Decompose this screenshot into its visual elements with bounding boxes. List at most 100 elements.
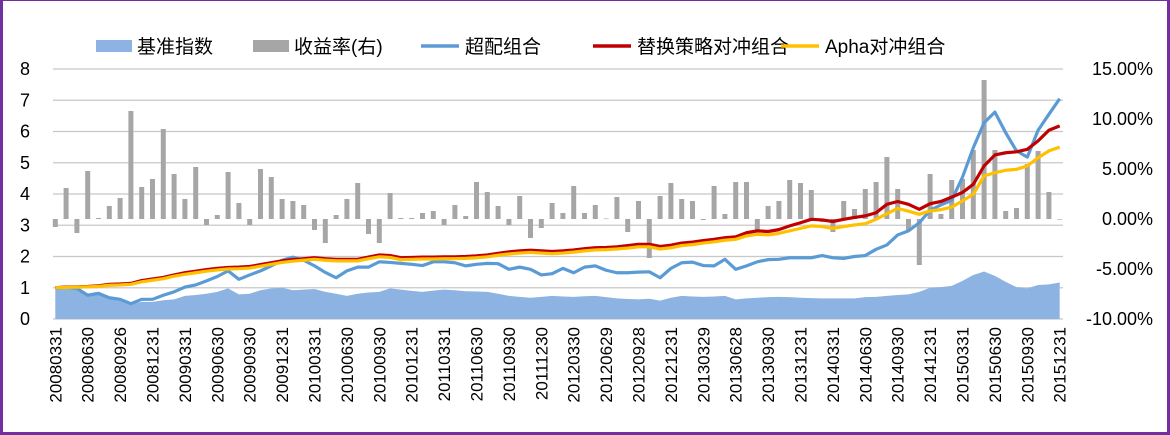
x-tick-label: 20100331: [306, 327, 325, 403]
chart-svg: 0 1 2 3 4 5 6 7 8 -10.00% -5.00% 0.00% 5.00% 10.00% 1…: [20, 36, 1153, 403]
x-tick-label: 20150930: [1018, 327, 1037, 403]
return-bar: [463, 216, 469, 219]
return-bar: [366, 219, 371, 234]
x-tick-label: 20140630: [856, 327, 875, 403]
return-bar: [225, 172, 231, 219]
return-bar: [776, 201, 782, 219]
line-series-4: [55, 145, 1061, 290]
benchmark-area-series: [55, 271, 1060, 319]
x-tick-label: 20150630: [986, 327, 1005, 403]
return-bar: [981, 80, 987, 219]
return-bar: [290, 201, 296, 219]
return-bar: [927, 174, 933, 219]
return-bar: [528, 219, 533, 238]
right-tick-label: 10.00%: [1092, 109, 1153, 129]
left-tick-label: 3: [20, 215, 30, 235]
left-tick-label: 1: [20, 278, 30, 298]
return-bar: [592, 205, 598, 219]
legend: 基准指数 收益率(右) 超配组合 替换策略对冲组合 Apha对冲组合: [96, 36, 945, 58]
x-tick-label: 20151231: [1051, 327, 1070, 403]
return-bar: [614, 197, 620, 219]
x-tick-label: 20121231: [662, 327, 681, 403]
return-bar: [808, 190, 814, 219]
return-bar: [830, 219, 836, 232]
legend-label: 收益率(右): [294, 36, 383, 58]
return-bar: [1024, 164, 1030, 219]
return-bar: [258, 169, 263, 219]
return-bar: [657, 196, 663, 219]
return-bar: [690, 201, 695, 219]
return-bar: [441, 219, 447, 225]
x-tick-label: 20130628: [727, 327, 746, 403]
return-bar: [193, 167, 199, 219]
left-tick-label: 5: [20, 153, 30, 173]
return-bar: [139, 187, 145, 219]
x-tick-label: 20130329: [694, 327, 713, 403]
x-tick-label: 20110930: [500, 327, 519, 401]
return-bar: [873, 182, 879, 219]
left-tick-label: 0: [20, 309, 30, 329]
return-bar: [549, 203, 555, 219]
legend-box-swatch: [96, 40, 132, 52]
return-bar: [322, 219, 328, 243]
right-tick-label: -10.00%: [1086, 309, 1153, 329]
return-bar: [852, 209, 857, 219]
return-bar: [106, 206, 112, 219]
return-bar: [96, 218, 101, 219]
x-tick-label: 20110630: [468, 327, 487, 401]
return-bar: [560, 213, 566, 219]
return-bar: [992, 150, 998, 219]
return-bar: [1014, 208, 1019, 219]
return-bar: [474, 182, 479, 219]
x-tick-label: 20140930: [889, 327, 908, 403]
return-bar: [506, 219, 512, 225]
return-bar: [538, 219, 544, 228]
right-tick-label: 5.00%: [1102, 159, 1153, 179]
x-tick-label: 20110331: [435, 327, 454, 401]
return-bar: [150, 179, 155, 219]
return-bar: [387, 193, 393, 219]
right-tick-label: 0.00%: [1102, 209, 1153, 229]
legend-label: 替换策略对冲组合: [637, 36, 789, 58]
return-bar: [571, 186, 577, 219]
gridlines: [53, 68, 1063, 320]
return-bar: [582, 213, 587, 219]
legend-label: 超配组合: [465, 36, 541, 58]
return-bar: [355, 183, 361, 219]
x-tick-label: 20091231: [273, 327, 292, 403]
x-tick-label: 20111230: [532, 327, 551, 400]
x-tick-label: 20130930: [759, 327, 778, 403]
return-bar: [841, 201, 847, 219]
line-series-2: [55, 97, 1062, 306]
return-bar: [117, 198, 123, 219]
return-bar: [646, 219, 652, 258]
return-bar: [182, 199, 188, 219]
right-axis-ticks: -10.00% -5.00% 0.00% 5.00% 10.00% 15.00%: [1086, 59, 1153, 329]
return-bar: [636, 201, 641, 219]
return-bar: [744, 182, 749, 219]
return-bar: [398, 218, 404, 219]
x-tick-label: 20101231: [403, 327, 422, 403]
return-bar: [603, 218, 609, 220]
left-axis-ticks: 0 1 2 3 4 5 6 7 8: [20, 59, 30, 329]
return-bar: [301, 205, 307, 219]
right-tick-label: -5.00%: [1096, 259, 1153, 279]
legend-label: Apha对冲组合: [825, 36, 945, 58]
return-bar: [85, 171, 91, 219]
return-bar: [376, 219, 382, 243]
benchmark-area: [55, 271, 1060, 319]
return-bar: [279, 199, 285, 219]
return-bar: [333, 215, 339, 219]
return-bar: [722, 214, 728, 219]
return-bar: [1035, 151, 1041, 219]
left-tick-label: 6: [20, 122, 30, 142]
return-bar: [236, 203, 242, 219]
return-bar: [906, 219, 911, 231]
return-bar: [711, 186, 717, 219]
return-bar: [344, 199, 350, 219]
return-bar: [679, 199, 685, 219]
return-bar: [452, 205, 458, 219]
x-tick-label: 20120928: [630, 327, 649, 403]
x-tick-label: 20080331: [46, 327, 65, 403]
return-bar: [1046, 192, 1052, 219]
